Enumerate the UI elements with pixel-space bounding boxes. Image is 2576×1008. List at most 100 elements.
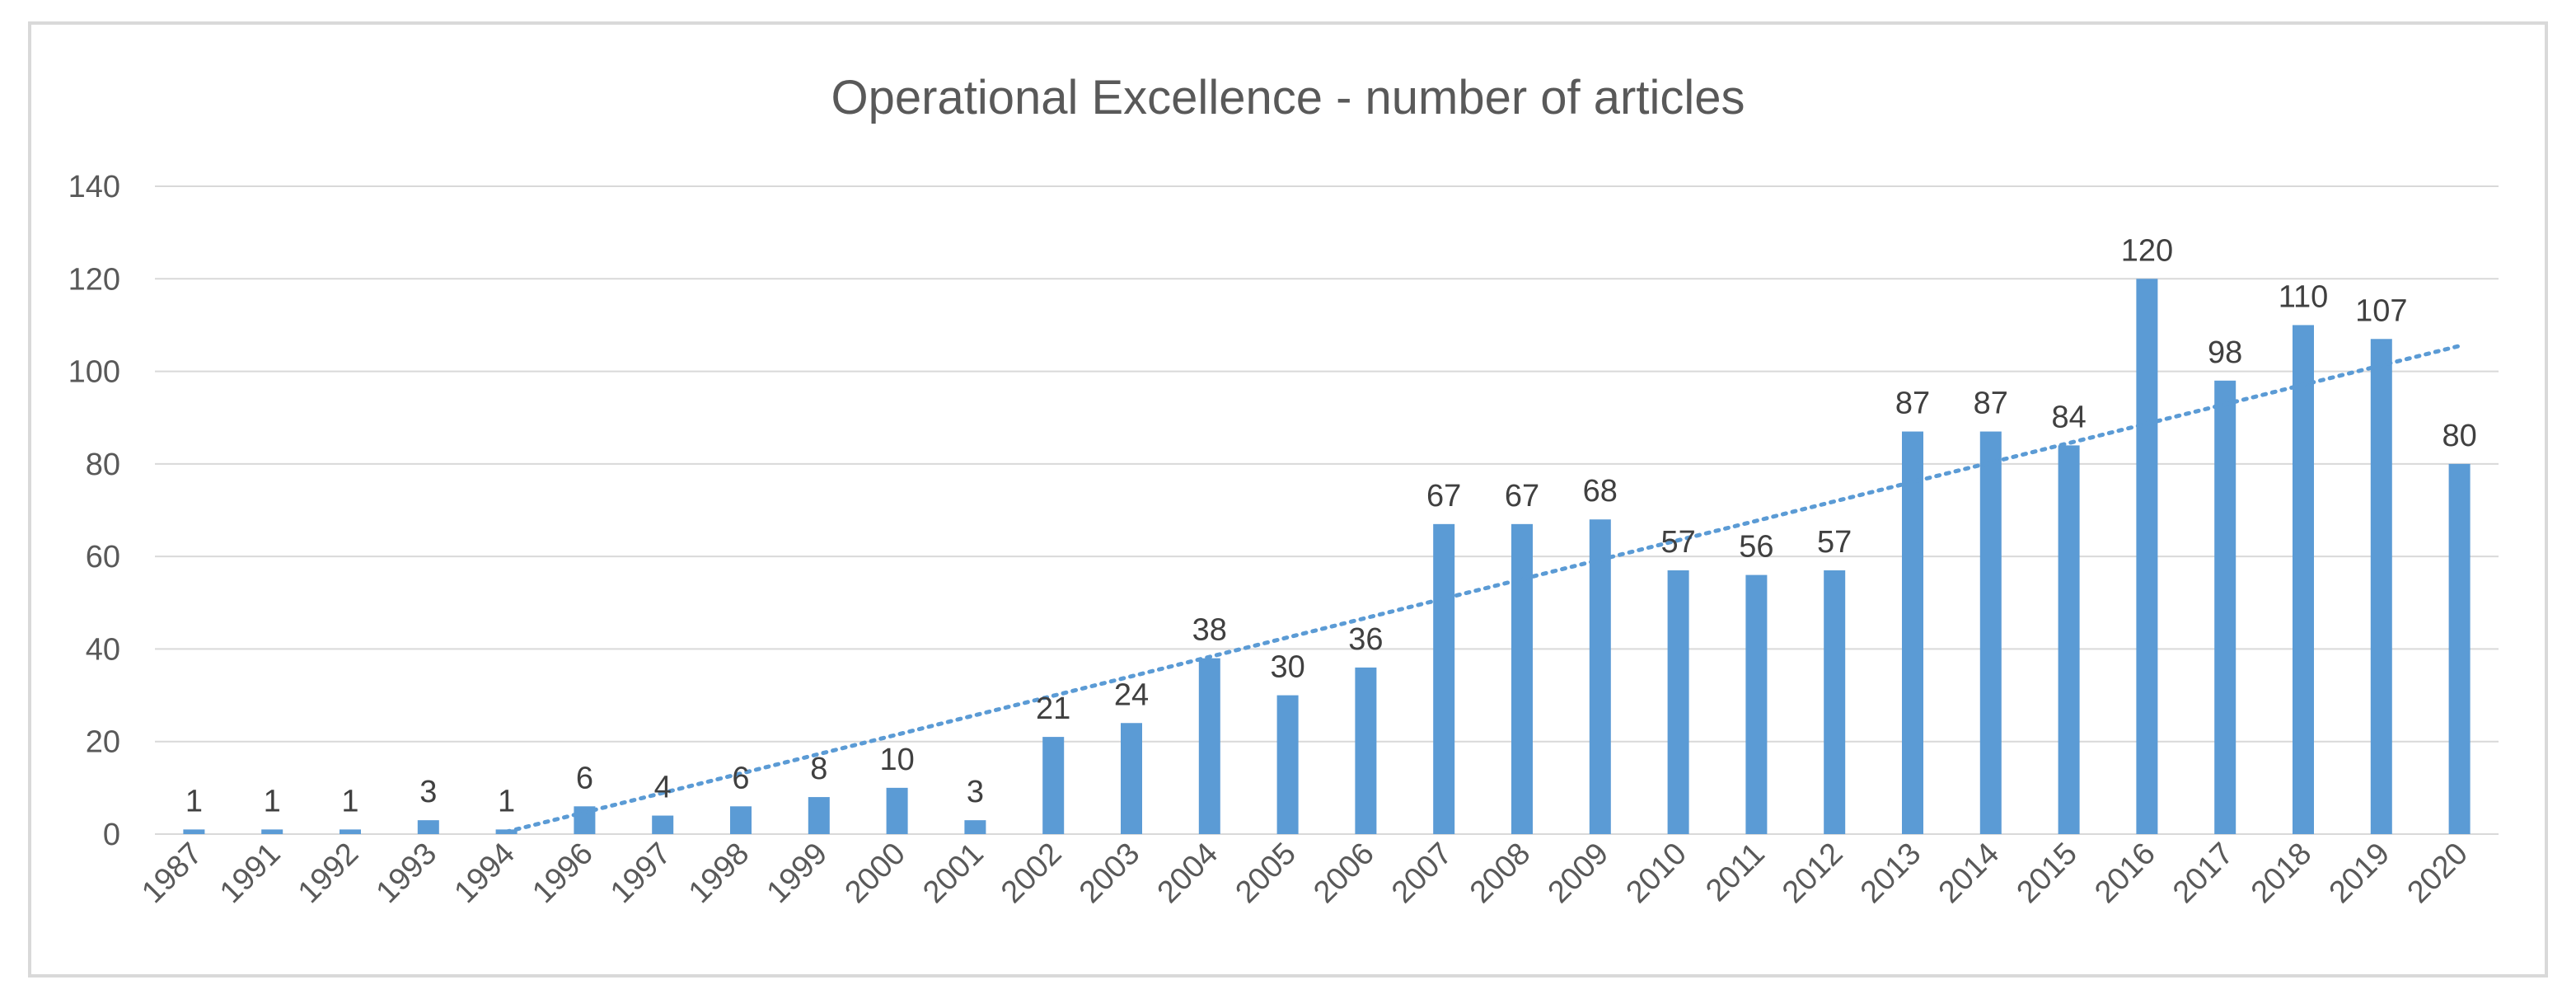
x-tick-label-2000: 2000 [838,837,911,910]
bar-2012 [1824,570,1846,834]
x-tick-label-2019: 2019 [2323,837,2396,910]
x-tick-label-1992: 1992 [292,837,365,910]
bar-2005 [1276,695,1299,834]
data-label-2013: 87 [1895,387,1930,421]
x-tick-label-1987: 1987 [135,837,208,910]
y-tick-label: 40 [86,632,120,667]
bar-2011 [1745,574,1768,834]
data-label-2009: 68 [1583,474,1618,509]
bar-1991 [261,829,283,834]
data-label-1996: 6 [576,761,593,795]
bar-2020 [2448,463,2471,834]
data-label-2005: 30 [1270,650,1304,685]
y-tick-label: 80 [86,448,120,482]
x-tick-label-2006: 2006 [1307,837,1380,910]
x-tick-label-2015: 2015 [2010,837,2083,910]
x-tick-label-2001: 2001 [916,837,990,910]
bar-2006 [1355,667,1377,834]
x-tick-label-2007: 2007 [1385,837,1459,910]
x-tick-label-1994: 1994 [447,837,521,910]
bar-2008 [1511,523,1533,834]
data-label-2007: 67 [1426,479,1461,513]
data-label-2011: 56 [1739,530,1773,565]
bar-2013 [1902,431,1923,834]
x-tick-label-2016: 2016 [2088,837,2161,910]
x-tick-label-2010: 2010 [1619,837,1693,910]
data-label-2015: 84 [2051,400,2086,434]
x-tick-label-2011: 2011 [1699,837,1771,908]
bar-2015 [2058,445,2080,834]
bar-1993 [417,820,439,834]
data-label-2010: 57 [1660,525,1695,560]
x-axis-ticks: 1987 1991 1992 1993 1994 1996 1997 1998 1999 2000… [135,837,2475,910]
bar-2014 [1979,431,2002,834]
x-tick-label-2018: 2018 [2245,837,2318,910]
chart-title: Operational Excellence - number of artic… [831,71,1745,124]
x-tick-label-1999: 1999 [761,837,834,910]
x-tick-label-1998: 1998 [682,837,756,910]
trendline [504,344,2462,834]
bar-2009 [1589,519,1611,834]
bar-2018 [2293,325,2314,834]
data-label-2006: 36 [1348,622,1383,657]
bar-2016 [2136,279,2158,834]
y-axis-ticks: 0 20 40 60 80 100 120 140 [68,170,120,852]
bar-2007 [1433,523,1455,834]
bar-1999 [808,797,830,834]
bar-1997 [652,815,674,834]
data-label-2014: 87 [1974,387,2008,421]
data-label-1993: 3 [419,775,437,809]
bar-2017 [2214,380,2236,834]
y-tick-label: 140 [68,170,120,204]
gridlines [155,185,2499,835]
bar-2002 [1042,737,1065,834]
data-label-2016: 120 [2121,233,2173,268]
x-tick-label-2009: 2009 [1542,837,1615,910]
x-tick-label-1993: 1993 [370,837,443,910]
data-label-2003: 24 [1114,677,1149,712]
data-label-2008: 67 [1505,479,1539,513]
y-tick-label: 100 [68,355,120,390]
bar-2001 [964,820,986,834]
x-tick-label-1991: 1991 [213,837,287,910]
x-tick-label-2017: 2017 [2166,837,2240,910]
data-label-2002: 21 [1036,692,1070,726]
data-label-1991: 1 [264,784,281,818]
x-tick-label-2002: 2002 [995,837,1068,910]
y-tick-label: 20 [86,725,120,760]
trendline-group [504,344,2462,834]
x-tick-label-2014: 2014 [1932,837,2006,910]
data-label-2001: 3 [967,775,984,809]
data-label-2019: 107 [2355,293,2407,328]
data-label-2018: 110 [2279,279,2329,314]
data-label-2004: 38 [1192,613,1227,648]
x-tick-label-2003: 2003 [1073,837,1146,910]
data-label-1992: 1 [341,784,358,818]
bar-2000 [886,787,908,834]
data-label-2020: 80 [2442,419,2476,453]
x-tick-label-2008: 2008 [1464,837,1537,910]
data-label-2012: 57 [1817,525,1852,560]
x-tick-label-2020: 2020 [2400,837,2474,910]
data-label-1994: 1 [498,784,515,818]
data-label-2017: 98 [2208,335,2242,370]
bar-2003 [1121,723,1142,834]
bars [183,279,2471,834]
data-label-2000: 10 [879,743,914,777]
bar-1998 [730,806,752,834]
x-tick-label-2005: 2005 [1229,837,1302,910]
x-tick-label-2004: 2004 [1151,837,1225,910]
y-tick-label: 120 [68,262,120,297]
y-tick-label: 0 [103,818,120,852]
y-tick-label: 60 [86,540,120,574]
x-tick-label-1997: 1997 [604,837,677,910]
data-label-1999: 8 [810,752,827,786]
data-label-1998: 6 [732,761,749,795]
bar-2019 [2370,339,2392,834]
bar-2010 [1667,570,1689,834]
data-label-1987: 1 [185,784,203,818]
bar-1987 [183,829,205,834]
bar-2004 [1198,658,1220,834]
